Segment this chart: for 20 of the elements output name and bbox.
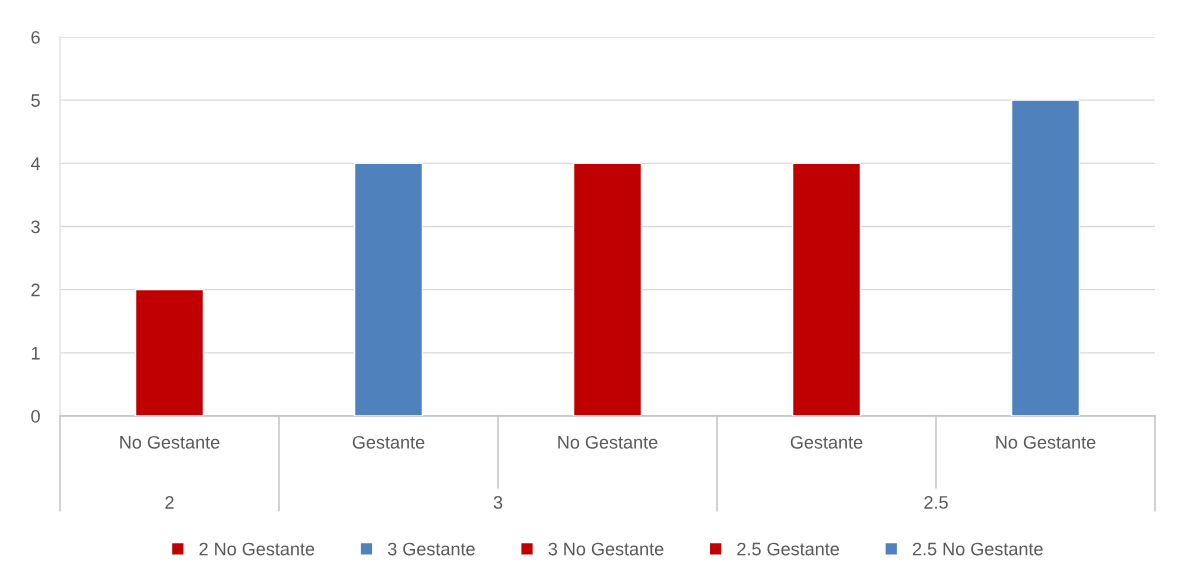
legend-label: 3 Gestante (387, 542, 475, 556)
text: 2.5 (924, 496, 948, 509)
text: 2 (165, 496, 174, 509)
x-tick-label: No Gestante (996, 435, 1096, 449)
x-tick-label: Gestante (352, 435, 425, 449)
y-tick-label: 4 (30, 157, 41, 170)
x-tick-label: Gestante (790, 435, 863, 449)
legend-label: 3 No Gestante (548, 542, 664, 556)
legend-label: 2 No Gestante (199, 542, 315, 556)
x-tick-label: No Gestante (120, 435, 220, 449)
y-tick-label: 6 (31, 30, 40, 44)
legend-label: 2.5 No Gestante (912, 542, 1043, 556)
y-tick-label: 5 (31, 94, 40, 107)
x-tick-label: No Gestante (558, 435, 658, 449)
y-tick-label: 2 (31, 283, 40, 297)
text: 3 (493, 496, 503, 509)
y-tick-label: 1 (31, 346, 40, 360)
y-tick-label: 0 (31, 409, 40, 423)
legend-label: 2.5 Gestante (737, 542, 839, 556)
y-tick-label: 3 (31, 220, 40, 234)
